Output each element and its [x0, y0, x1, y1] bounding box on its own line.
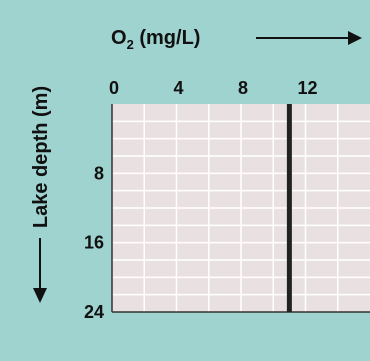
x-axis-title-main: O	[111, 27, 127, 49]
y-tick-labels: 8 16 24	[84, 163, 104, 322]
x-tick-label: 0	[109, 78, 119, 98]
x-tick-label: 12	[297, 78, 317, 98]
x-axis-arrow	[256, 31, 362, 45]
y-tick-label: 24	[84, 302, 104, 322]
x-axis-title: O2 (mg/L)	[111, 27, 200, 52]
x-axis-title-unit: (mg/L)	[134, 27, 201, 49]
y-tick-label: 16	[84, 233, 104, 253]
x-axis-title-subscript: 2	[127, 37, 134, 52]
y-axis-title: Lake depth (m)	[30, 86, 52, 228]
x-tick-labels: 0 4 8 12	[109, 78, 318, 98]
x-tick-label: 8	[238, 78, 248, 98]
y-axis-arrow	[33, 238, 47, 303]
x-tick-label: 4	[173, 78, 183, 98]
y-tick-label: 8	[94, 163, 104, 183]
grid	[111, 104, 370, 313]
